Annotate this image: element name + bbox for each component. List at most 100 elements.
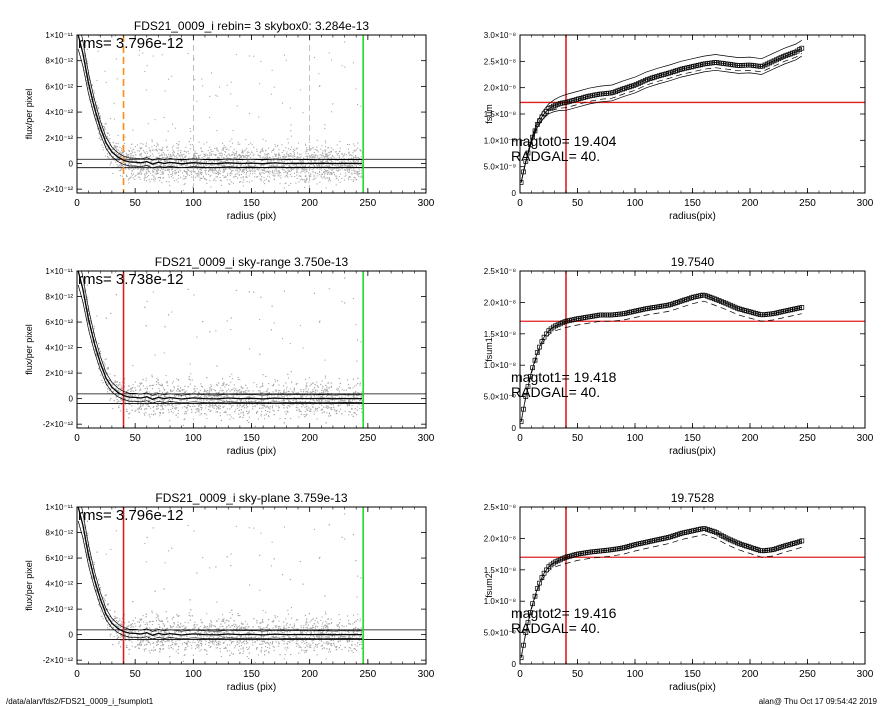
y-tick-label: 1×10⁻¹¹ bbox=[45, 503, 73, 512]
fsum-marker bbox=[629, 309, 634, 315]
fsum-marker bbox=[656, 304, 662, 309]
y-tick-label: 0 bbox=[512, 189, 517, 198]
y-tick-label: 1.0×10⁻⁸ bbox=[484, 597, 516, 606]
fsum-marker bbox=[617, 546, 623, 551]
fsum-marker bbox=[599, 91, 604, 97]
fsum-marker bbox=[532, 357, 538, 363]
fsum-marker bbox=[548, 105, 554, 110]
y-axis-label: flux/per pixel bbox=[24, 324, 34, 375]
fsum-marker bbox=[686, 65, 692, 70]
x-axis-label: radius (pix) bbox=[227, 446, 276, 457]
fsum-marker bbox=[553, 102, 558, 108]
x-tick-label: 100 bbox=[627, 669, 644, 680]
x-tick-label: 0 bbox=[517, 198, 523, 209]
fsum-marker bbox=[541, 334, 547, 340]
plot-area bbox=[77, 507, 426, 664]
fsum-marker bbox=[732, 304, 738, 310]
profile-curve bbox=[77, 35, 362, 165]
fsum-marker bbox=[675, 67, 680, 73]
x-axis-label: radius (pix) bbox=[227, 211, 276, 222]
x-tick-label: 300 bbox=[857, 198, 874, 209]
x-tick-label: 150 bbox=[243, 433, 260, 444]
fsum-marker bbox=[799, 538, 805, 544]
y-tick-label: 2.0×10⁻⁸ bbox=[484, 84, 516, 93]
x-tick-label: 0 bbox=[74, 433, 80, 444]
radgal-annotation: RADGAL= 40. bbox=[511, 148, 600, 164]
footer-stamp: alan@ Thu Oct 17 09:54:42 2019 bbox=[758, 697, 877, 706]
fsum-marker bbox=[668, 70, 673, 75]
fsum-marker bbox=[599, 312, 604, 318]
y-tick-label: 2×10⁻¹² bbox=[45, 605, 73, 614]
fsum-marker bbox=[709, 295, 715, 301]
y-tick-label: 8×10⁻¹² bbox=[45, 529, 73, 538]
fsum-marker bbox=[610, 547, 616, 552]
fsum-marker bbox=[780, 309, 786, 314]
y-tick-label: 6×10⁻¹² bbox=[45, 554, 73, 563]
y-tick-label: 0 bbox=[512, 660, 517, 669]
fsum-marker bbox=[528, 610, 533, 615]
fsum-marker bbox=[617, 311, 623, 317]
footer-path: /data/alan/fds2/FDS21_0009_i_fsumplot1 bbox=[6, 697, 154, 706]
fsum-marker bbox=[656, 537, 662, 542]
fsum-marker bbox=[794, 540, 800, 545]
fsum-marker bbox=[587, 314, 593, 320]
x-tick-label: 150 bbox=[243, 669, 260, 680]
x-tick-label: 300 bbox=[857, 433, 874, 444]
fsum-marker bbox=[794, 306, 800, 311]
profile-lower bbox=[77, 49, 362, 169]
x-tick-label: 250 bbox=[359, 198, 376, 209]
fsum-marker bbox=[714, 297, 719, 303]
fsum-marker bbox=[652, 305, 657, 310]
fsum-marker bbox=[629, 83, 634, 89]
x-axis-label: radius(pix) bbox=[669, 682, 716, 693]
fsum-marker bbox=[521, 642, 526, 648]
y-tick-label: -2×10⁻¹² bbox=[43, 656, 74, 665]
fsum-marker bbox=[679, 298, 685, 304]
fsum-marker bbox=[760, 312, 765, 318]
fsum-marker bbox=[780, 543, 786, 549]
fsum-marker bbox=[748, 62, 754, 68]
fsum-marker bbox=[755, 547, 761, 553]
fsum-marker bbox=[564, 318, 570, 324]
plot-area bbox=[520, 507, 865, 664]
fsum-marker bbox=[702, 61, 708, 67]
x-tick-label: 200 bbox=[301, 433, 318, 444]
y-tick-label: 3.0×10⁻⁸ bbox=[484, 31, 516, 40]
plot-area bbox=[520, 35, 865, 193]
x-axis-label: radius(pix) bbox=[669, 211, 716, 222]
chart-panel-profile-3: 0 50 100 150 200 250 300-2×10⁻¹²02×10⁻¹²4×10⁻¹… bbox=[24, 491, 435, 693]
fsum-marker bbox=[571, 97, 577, 103]
magtot-annotation: magtot0= 19.404 bbox=[511, 133, 617, 149]
chart-title: 19.7540 bbox=[671, 255, 715, 269]
fsum-marker bbox=[583, 315, 588, 320]
fsum-marker bbox=[656, 73, 662, 79]
fsum-marker bbox=[725, 61, 731, 67]
fsum-marker bbox=[721, 299, 726, 305]
fsum-marker bbox=[532, 128, 538, 134]
x-tick-label: 300 bbox=[418, 198, 435, 209]
x-tick-label: 200 bbox=[301, 198, 318, 209]
x-tick-label: 300 bbox=[418, 433, 435, 444]
fsum-marker bbox=[640, 540, 646, 546]
fsum-marker bbox=[520, 180, 524, 185]
x-tick-label: 250 bbox=[799, 669, 816, 680]
x-axis-label: radius(pix) bbox=[669, 446, 716, 457]
fsum-marker bbox=[652, 538, 657, 543]
x-tick-label: 250 bbox=[799, 198, 816, 209]
fsum-upper-curve bbox=[520, 40, 802, 183]
fsum-marker bbox=[686, 296, 692, 301]
chart-panel-profile-2: 0 50 100 150 200 250 300-2×10⁻¹²02×10⁻¹²4×10⁻¹… bbox=[24, 255, 435, 457]
fsum-marker bbox=[633, 82, 639, 87]
y-tick-label: 1.0×10⁻⁸ bbox=[484, 136, 516, 145]
profile-lower bbox=[77, 520, 362, 640]
x-tick-label: 250 bbox=[799, 433, 816, 444]
fsum-marker bbox=[633, 308, 639, 314]
chart-title: FDS21_0009_i sky-plane 3.759e-13 bbox=[155, 491, 347, 505]
fsum-marker bbox=[541, 111, 547, 117]
fsum-marker bbox=[622, 86, 627, 91]
fsum-marker bbox=[521, 169, 526, 175]
y-axis-label: fsum2 bbox=[484, 573, 494, 598]
fsum-marker bbox=[702, 292, 708, 298]
fsum-marker bbox=[698, 62, 703, 68]
fsum-marker bbox=[532, 593, 538, 599]
